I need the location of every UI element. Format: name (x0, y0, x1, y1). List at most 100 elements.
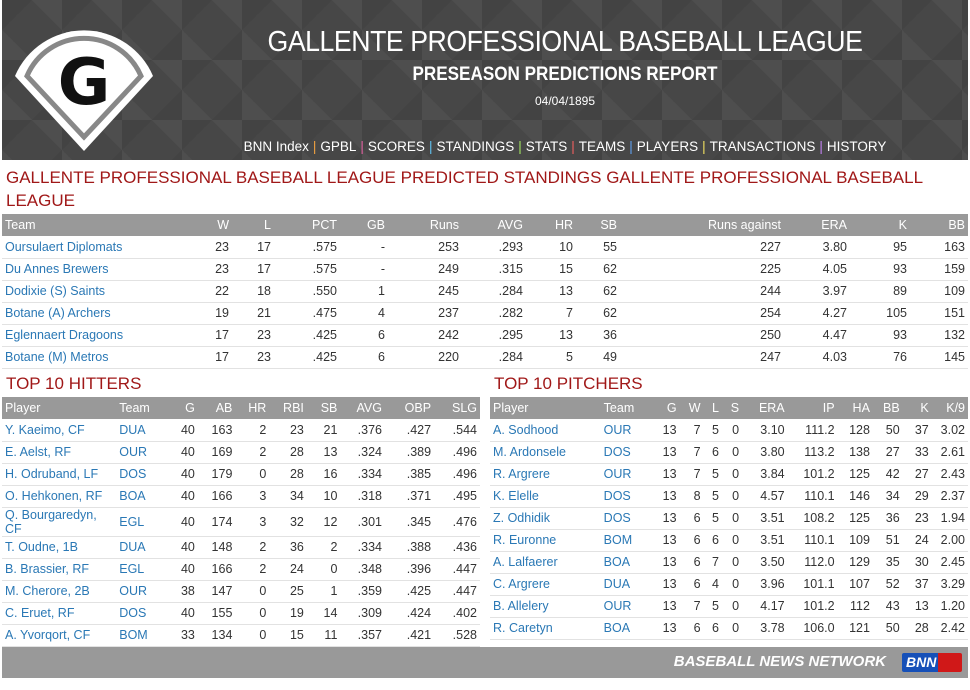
player-link[interactable]: C. Eruet, RF (2, 602, 117, 625)
column-header-sb[interactable]: SB (306, 397, 341, 419)
column-header-player[interactable]: Player (2, 397, 117, 419)
column-header-rbi[interactable]: RBI (269, 397, 307, 419)
nav-link-players[interactable]: PLAYERS (636, 139, 699, 154)
player-link[interactable]: Q. Bourgaredyn, CF (2, 507, 117, 537)
column-header-ab[interactable]: AB (197, 397, 236, 419)
column-header-l[interactable]: L (703, 397, 722, 419)
team-link[interactable]: Du Annes Brewers (2, 258, 172, 281)
league-logo[interactable]: G (7, 4, 162, 154)
column-header-gb[interactable]: GB (340, 214, 388, 236)
player-link[interactable]: K. Elelle (490, 485, 601, 508)
column-header-runs[interactable]: Runs (388, 214, 462, 236)
cell-rbi: 28 (269, 463, 307, 486)
column-header-team[interactable]: Team (116, 397, 164, 419)
team-link[interactable]: OUR (116, 580, 164, 603)
team-link[interactable]: DOS (600, 441, 646, 464)
table-row: A. Sodhood OUR 13 7 5 0 3.10 111.2 128 50 37 3.02 (490, 419, 968, 442)
nav-link-gpbl[interactable]: GPBL (320, 139, 357, 154)
bnn-logo[interactable]: BNN (902, 653, 962, 672)
column-header-l[interactable]: L (232, 214, 274, 236)
team-link[interactable]: BOA (116, 485, 164, 508)
cell-l: 5 (703, 507, 722, 530)
network-name: BASEBALL NEWS NETWORK (673, 653, 886, 670)
table-row: T. Oudne, 1B DUA 40 148 2 36 2.334.388.436 (2, 536, 480, 559)
team-link[interactable]: OUR (116, 441, 164, 464)
team-link[interactable]: OUR (600, 419, 646, 442)
cell-k: 93 (850, 324, 910, 347)
team-link[interactable]: DUA (116, 419, 164, 442)
player-link[interactable]: Y. Kaeimo, CF (2, 419, 117, 442)
player-link[interactable]: A. Yvorqort, CF (2, 624, 117, 647)
column-header-s[interactable]: S (721, 397, 743, 419)
team-link[interactable]: DUA (600, 573, 646, 596)
column-header-pct[interactable]: PCT (274, 214, 340, 236)
column-header-bb[interactable]: BB (910, 214, 968, 236)
player-link[interactable]: B. Brassier, RF (2, 558, 117, 581)
team-link[interactable]: OUR (600, 595, 646, 618)
player-link[interactable]: C. Argrere (490, 573, 601, 596)
team-link[interactable]: DUA (116, 536, 164, 559)
column-header-avg[interactable]: AVG (340, 397, 385, 419)
column-header-hr[interactable]: HR (526, 214, 576, 236)
player-link[interactable]: R. Caretyn (490, 617, 601, 640)
team-link[interactable]: Botane (M) Metros (2, 346, 172, 369)
team-link[interactable]: Eglennaert Dragoons (2, 324, 172, 347)
player-link[interactable]: E. Aelst, RF (2, 441, 117, 464)
player-link[interactable]: M. Cherore, 2B (2, 580, 117, 603)
team-link[interactable]: DOS (600, 485, 646, 508)
column-header-hr[interactable]: HR (235, 397, 270, 419)
team-link[interactable]: BOA (600, 617, 646, 640)
column-header-k-9[interactable]: K/9 (931, 397, 968, 419)
column-header-w[interactable]: W (172, 214, 232, 236)
team-link[interactable]: BOM (116, 624, 164, 647)
player-link[interactable]: B. Allelery (490, 595, 601, 618)
team-link[interactable]: Dodixie (S) Saints (2, 280, 172, 303)
team-link[interactable]: BOM (600, 529, 646, 552)
column-header-g[interactable]: G (163, 397, 198, 419)
player-link[interactable]: A. Sodhood (490, 419, 601, 442)
player-link[interactable]: Z. Odhidik (490, 507, 601, 530)
column-header-ha[interactable]: HA (837, 397, 873, 419)
team-link[interactable]: DOS (116, 602, 164, 625)
team-link[interactable]: Botane (A) Archers (2, 302, 172, 325)
column-header-bb[interactable]: BB (872, 397, 903, 419)
team-link[interactable]: EGL (116, 558, 164, 581)
column-header-avg[interactable]: AVG (462, 214, 526, 236)
team-link[interactable]: DOS (116, 463, 164, 486)
player-link[interactable]: H. Odruband, LF (2, 463, 117, 486)
team-link[interactable]: OUR (600, 463, 646, 486)
column-header-era[interactable]: ERA (784, 214, 850, 236)
team-link[interactable]: BOA (600, 551, 646, 574)
player-link[interactable]: O. Hehkonen, RF (2, 485, 117, 508)
column-header-team[interactable]: Team (600, 397, 646, 419)
column-header-era[interactable]: ERA (742, 397, 788, 419)
team-link[interactable]: EGL (116, 507, 164, 537)
nav-link-teams[interactable]: TEAMS (578, 139, 626, 154)
column-header-g[interactable]: G (645, 397, 680, 419)
column-header-k[interactable]: K (850, 214, 910, 236)
nav-link-transactions[interactable]: TRANSACTIONS (709, 139, 816, 154)
player-link[interactable]: A. Lalfaerer (490, 551, 601, 574)
cell-runs-against: 254 (620, 302, 784, 325)
team-link[interactable]: DOS (600, 507, 646, 530)
player-link[interactable]: M. Ardonsele (490, 441, 601, 464)
column-header-team[interactable]: Team (2, 214, 172, 236)
nav-link-stats[interactable]: STATS (525, 139, 568, 154)
column-header-sb[interactable]: SB (576, 214, 620, 236)
nav-link-standings[interactable]: STANDINGS (436, 139, 515, 154)
column-header-k[interactable]: K (902, 397, 932, 419)
column-header-runs-against[interactable]: Runs against (620, 214, 784, 236)
cell-k: 23 (902, 507, 932, 530)
team-link[interactable]: Oursulaert Diplomats (2, 236, 172, 259)
player-link[interactable]: R. Euronne (490, 529, 601, 552)
column-header-ip[interactable]: IP (787, 397, 838, 419)
column-header-obp[interactable]: OBP (384, 397, 435, 419)
player-link[interactable]: R. Argrere (490, 463, 601, 486)
nav-link-history[interactable]: HISTORY (826, 139, 887, 154)
nav-link-bnn-index[interactable]: BNN Index (243, 139, 309, 154)
column-header-w[interactable]: W (679, 397, 704, 419)
column-header-slg[interactable]: SLG (434, 397, 480, 419)
nav-link-scores[interactable]: SCORES (367, 139, 425, 154)
column-header-player[interactable]: Player (490, 397, 601, 419)
player-link[interactable]: T. Oudne, 1B (2, 536, 117, 559)
